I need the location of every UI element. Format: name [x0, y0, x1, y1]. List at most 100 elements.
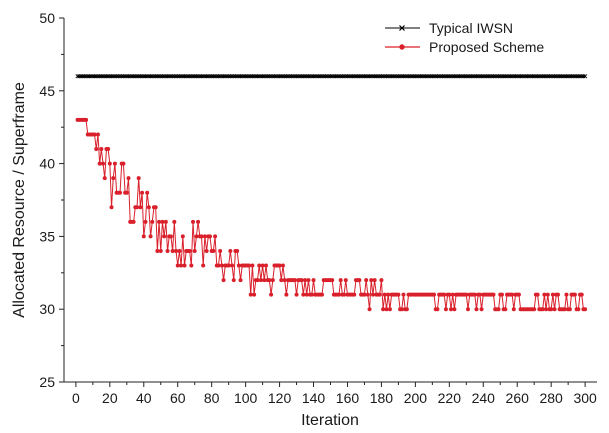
data-point-proposed [258, 278, 263, 283]
data-point-typical [299, 74, 304, 79]
data-point-proposed [343, 278, 348, 283]
data-point-proposed [155, 248, 160, 253]
data-point-typical [440, 74, 445, 79]
data-point-typical [228, 74, 233, 79]
data-point-proposed [247, 263, 252, 268]
data-point-proposed [269, 292, 274, 297]
data-point-proposed [196, 219, 201, 224]
data-point-typical [526, 74, 532, 79]
data-point-typical [362, 74, 367, 79]
data-point-typical [240, 74, 245, 79]
data-point-typical [474, 74, 479, 79]
data-point-typical [543, 74, 549, 79]
data-point-typical [268, 74, 274, 79]
data-point-typical [248, 74, 253, 79]
data-point-typical [275, 74, 280, 79]
data-point-typical [559, 74, 564, 79]
data-point-proposed [450, 292, 455, 297]
data-point-typical [511, 74, 516, 79]
data-point-proposed [443, 307, 448, 312]
data-point-typical [77, 74, 82, 79]
data-point-typical [87, 74, 92, 79]
data-point-proposed [365, 292, 370, 297]
data-point-typical [367, 74, 372, 79]
data-point-proposed [180, 234, 185, 239]
data-point-proposed [301, 292, 306, 297]
data-point-typical [341, 74, 347, 79]
data-point-proposed [364, 278, 369, 283]
data-point-typical [223, 74, 228, 79]
data-point-proposed [279, 278, 284, 283]
data-point-proposed [567, 307, 572, 312]
data-point-typical [229, 74, 235, 79]
data-point-typical [180, 74, 185, 79]
data-point-typical [365, 74, 370, 79]
data-point-typical [265, 74, 270, 79]
data-point-proposed [336, 292, 341, 297]
data-point-typical [170, 74, 175, 79]
data-point-typical [533, 74, 539, 79]
data-point-proposed [362, 292, 367, 297]
data-point-typical [494, 74, 499, 79]
data-point-proposed [555, 292, 560, 297]
data-point-proposed [510, 292, 515, 297]
data-point-proposed [464, 292, 469, 297]
data-point-proposed [97, 161, 102, 166]
data-point-typical [296, 74, 301, 79]
data-point-typical [141, 74, 146, 79]
data-point-proposed [219, 263, 224, 268]
data-point-typical [508, 74, 513, 79]
data-point-proposed [292, 278, 297, 283]
y-axis-title: Allocated Resource / Superframe [11, 82, 28, 318]
data-point-typical [408, 74, 413, 79]
data-point-proposed [479, 307, 484, 312]
data-point-proposed [99, 147, 104, 152]
data-point-typical [114, 74, 119, 79]
data-point-typical [136, 74, 141, 79]
data-point-proposed [252, 292, 257, 297]
data-point-typical [387, 74, 393, 79]
data-point-proposed [174, 248, 179, 253]
data-point-typical [564, 74, 569, 79]
data-point-proposed [175, 263, 180, 268]
data-point-typical [172, 74, 177, 79]
data-point-typical [353, 74, 359, 79]
data-point-typical [245, 74, 250, 79]
data-point-typical [343, 74, 348, 79]
data-point-proposed [372, 278, 377, 283]
data-point-typical [270, 74, 275, 79]
data-point-proposed [472, 292, 477, 297]
data-point-proposed [121, 161, 126, 166]
data-point-proposed [435, 307, 440, 312]
data-point-typical [185, 74, 191, 79]
x-tick-label: 0 [72, 390, 80, 406]
data-point-typical [499, 74, 505, 79]
data-point-typical [257, 74, 262, 79]
data-point-typical [379, 74, 384, 79]
data-point-typical [557, 74, 562, 79]
data-point-typical [250, 74, 255, 79]
data-point-typical [389, 74, 394, 79]
data-point-typical [192, 74, 197, 79]
data-point-proposed [465, 307, 470, 312]
data-point-typical [567, 74, 572, 79]
data-point-typical [301, 74, 306, 79]
data-point-typical [370, 74, 376, 79]
x-axis: 0 20 40 60 80 100 120 140 160 180 200 220 240 260 280 3… [64, 381, 597, 406]
data-point-typical [384, 74, 389, 79]
data-point-typical [425, 74, 430, 79]
data-point-proposed [564, 292, 569, 297]
x-tick-label: 120 [268, 390, 292, 406]
data-point-typical [179, 74, 184, 79]
data-point-proposed [381, 307, 386, 312]
data-point-proposed [218, 248, 223, 253]
data-point-proposed [260, 263, 265, 268]
data-point-proposed [477, 292, 482, 297]
data-point-typical [253, 74, 258, 79]
data-point-proposed [124, 190, 129, 195]
x-tick-label: 280 [539, 390, 563, 406]
data-point-typical [464, 74, 469, 79]
data-point-proposed [303, 278, 308, 283]
data-point-typical [426, 74, 432, 79]
data-point-typical [214, 74, 219, 79]
